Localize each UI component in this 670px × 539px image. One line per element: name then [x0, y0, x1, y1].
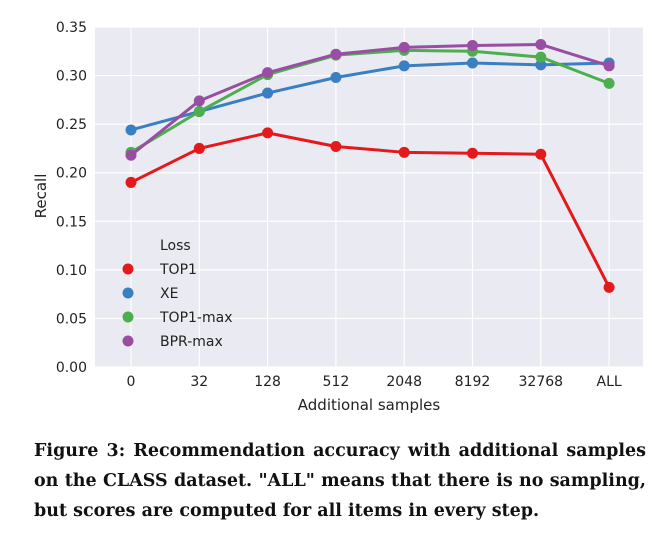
data-point: [262, 127, 274, 139]
x-tick-label: 0: [127, 374, 136, 390]
data-point: [467, 39, 478, 51]
data-point: [398, 60, 410, 72]
data-point: [262, 67, 274, 79]
data-point: [398, 146, 410, 158]
data-point: [535, 51, 547, 63]
recall-chart: 0.00 0.05 0.10 0.15 0.20 0.25 0.30 0.35 0 32 128 5…: [32, 20, 643, 414]
y-tick-label: 0.00: [56, 360, 87, 376]
x-tick-label: 32: [190, 374, 208, 390]
y-tick-label: 0.10: [56, 263, 87, 279]
legend: Loss TOP1 XE TOP1-max BPR-max: [122, 238, 232, 350]
data-point: [330, 140, 342, 152]
x-tick-label: 512: [323, 374, 350, 390]
data-point: [330, 48, 342, 60]
y-tick-label: 0.15: [56, 214, 87, 230]
x-tick-labels: 0 32 128 512 2048 8192 32768 ALL: [127, 374, 622, 390]
series-group: [125, 38, 615, 293]
y-tick-label: 0.30: [56, 69, 87, 85]
data-point: [467, 147, 478, 159]
series-xe: [125, 57, 615, 136]
legend-entry: TOP1: [159, 262, 197, 278]
data-point: [603, 60, 615, 72]
legend-entry: TOP1-max: [159, 310, 232, 326]
data-point: [125, 176, 137, 188]
legend-marker: [122, 263, 134, 275]
data-point: [535, 148, 547, 160]
grid-lines: [95, 26, 643, 368]
y-tick-label: 0.20: [56, 166, 87, 182]
series-line: [130, 61, 610, 132]
series-line: [130, 42, 610, 157]
series-bpr-max: [125, 38, 615, 161]
series-line: [130, 48, 610, 154]
data-point: [535, 59, 547, 71]
legend-entry: XE: [160, 286, 178, 302]
y-tick-labels: 0.00 0.05 0.10 0.15 0.20 0.25 0.30 0.35: [56, 20, 87, 376]
data-point: [193, 95, 205, 107]
legend-marker: [122, 311, 134, 323]
x-axis-label: Additional samples: [298, 396, 441, 414]
data-point: [262, 87, 274, 99]
figure-caption: Figure 3: Recommendation accuracy with a…: [34, 441, 646, 521]
plot-area: [95, 27, 643, 367]
y-tick-label: 0.05: [56, 311, 87, 327]
data-point: [125, 149, 137, 161]
data-point: [535, 38, 547, 50]
legend-marker: [122, 335, 134, 347]
data-point: [330, 72, 342, 84]
legend-marker: [122, 287, 134, 299]
x-tick-label: 32768: [519, 374, 564, 390]
data-point: [467, 57, 478, 69]
data-point: [603, 77, 615, 89]
legend-title: Loss: [160, 238, 191, 254]
data-point: [125, 124, 137, 136]
legend-entry: BPR-max: [160, 334, 223, 350]
y-axis-label: Recall: [32, 174, 50, 219]
x-tick-label: 2048: [386, 374, 422, 390]
data-point: [398, 41, 410, 53]
data-point: [193, 106, 205, 118]
x-tick-label: ALL: [597, 374, 622, 390]
series-top1: [125, 127, 615, 293]
y-tick-label: 0.35: [56, 20, 87, 36]
data-point: [193, 142, 205, 154]
data-point: [603, 281, 615, 293]
x-tick-label: 8192: [455, 374, 491, 390]
y-tick-label: 0.25: [56, 117, 87, 133]
series-line: [130, 131, 611, 289]
x-tick-label: 128: [254, 374, 281, 390]
